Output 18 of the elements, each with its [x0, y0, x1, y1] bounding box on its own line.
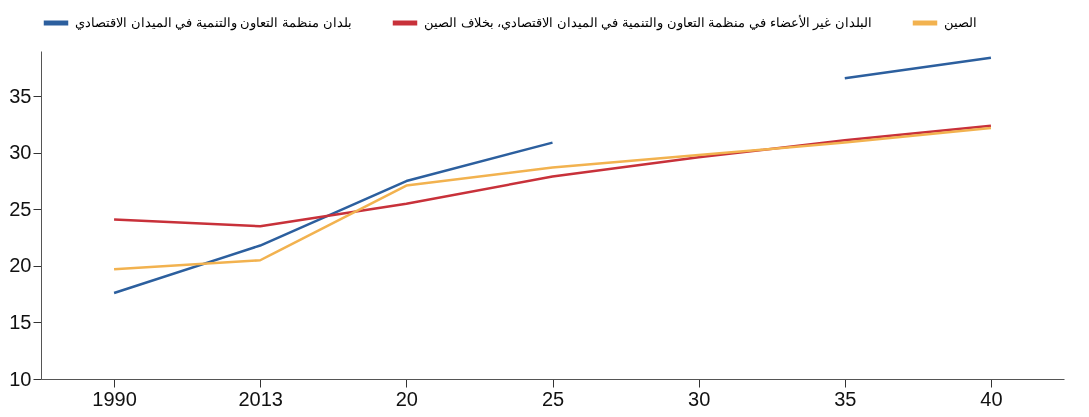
- x-tick-label: 40: [980, 387, 1003, 410]
- y-tick-label: 10: [9, 367, 32, 390]
- x-tick-label: 25: [541, 387, 565, 410]
- y-tick-label: 35: [9, 84, 32, 107]
- x-tick-label: 30: [688, 387, 711, 410]
- x-tick-label: 35: [834, 387, 857, 410]
- y-tick-label: 25: [9, 197, 32, 220]
- legend-label: الصين: [944, 15, 977, 31]
- line-series: [112, 124, 993, 228]
- x-tick-label: 1990: [92, 387, 137, 410]
- x-tick-label: 2013: [238, 387, 283, 410]
- line-series: [112, 126, 993, 271]
- y-tick-label: 20: [9, 254, 32, 277]
- legend-label: البلدان غير الأعضاء في منظمة التعاون والتنمية في الميدان الاقتصادي، بخلاف الصين: [424, 14, 872, 31]
- legend-label: بلدان منظمة التعاون والتنمية في الميدان الاقتصادي: [75, 15, 352, 31]
- y-tick-label: 15: [9, 310, 32, 333]
- x-tick-label: 20: [395, 387, 418, 410]
- y-tick-label: 30: [9, 141, 32, 164]
